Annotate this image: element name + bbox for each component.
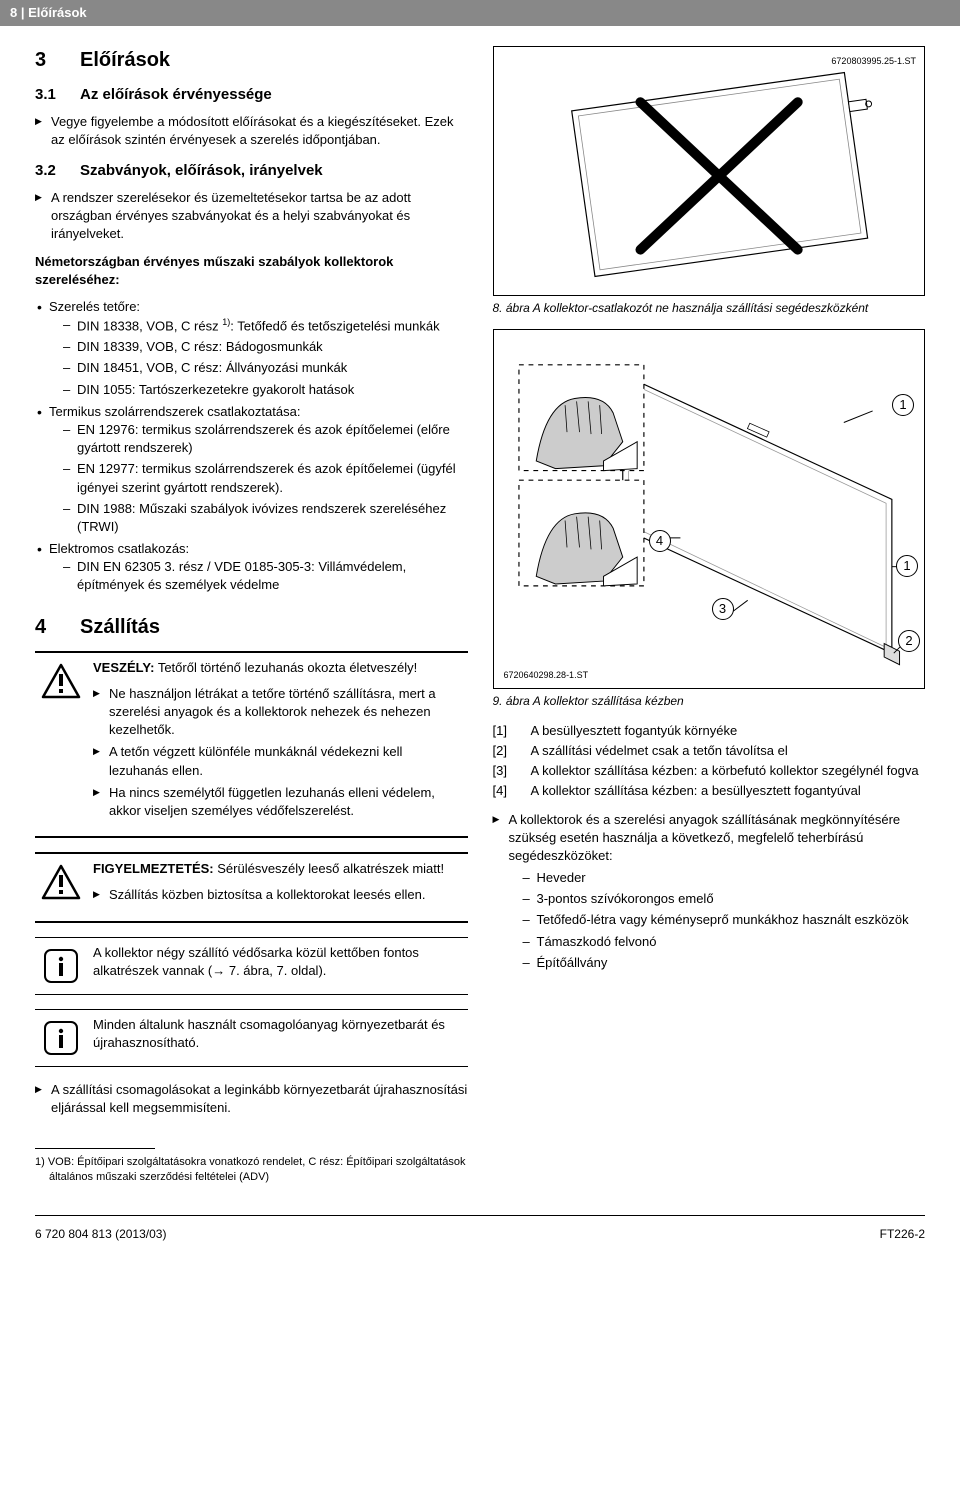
- breadcrumb: Előírások: [28, 5, 87, 20]
- warning-icon: [39, 659, 83, 831]
- figure-9: 1 1 2 3 4 6720640298.28-1.ST: [493, 329, 926, 689]
- footer-left: 6 720 804 813 (2013/03): [35, 1226, 166, 1243]
- sub2-bullets: A rendszer szerelésekor és üzemeltetések…: [35, 189, 468, 244]
- left-column: 3Előírások 3.1Az előírások érvényessége …: [35, 46, 468, 1205]
- footnote: 1) VOB: Építőipari szolgáltatásokra vona…: [35, 1155, 468, 1186]
- end-bullet: A szállítási csomagolásokat a leginkább …: [35, 1081, 468, 1117]
- info-icon: [39, 1016, 83, 1060]
- warning-icon: [39, 860, 83, 914]
- figure-9-legend: [1]A besüllyesztett fogantyúk környéke […: [493, 722, 926, 801]
- info-box-2: Minden általunk használt csomagolóanyag …: [35, 1009, 468, 1067]
- page-footer: 6 720 804 813 (2013/03) FT226-2: [35, 1215, 925, 1253]
- callout-3: 3: [712, 598, 734, 620]
- danger-box: VESZÉLY: Tetőről történő lezuhanás okozt…: [35, 651, 468, 839]
- figure-8-caption: 8. ábra A kollektor-csatlakozót ne haszn…: [493, 300, 926, 317]
- section-3-heading: 3Előírások: [35, 46, 468, 74]
- page-number: 8: [10, 5, 17, 20]
- right-column: 6720803995.25-1.ST 8. ábra A kollektor-c…: [493, 46, 926, 1205]
- fig9-after-bullet: A kollektorok és a szerelési anyagok szá…: [493, 811, 926, 973]
- callout-4: 4: [649, 530, 671, 552]
- sub1-bullets: Vegye figyelembe a módosított előírásoka…: [35, 113, 468, 149]
- figure-9-caption: 9. ábra A kollektor szállítása kézben: [493, 693, 926, 710]
- caution-box: FIGYELMEZTETÉS: Sérülésveszély leeső alk…: [35, 852, 468, 922]
- info-box-1: A kollektor négy szállító védősarka közü…: [35, 937, 468, 995]
- subsection-3-1: 3.1Az előírások érvényessége: [35, 84, 468, 105]
- figure-8-code: 6720803995.25-1.ST: [831, 55, 916, 68]
- page-header: 8 | Előírások: [0, 0, 960, 26]
- figure-8: 6720803995.25-1.ST: [493, 46, 926, 296]
- footer-right: FT226-2: [880, 1226, 925, 1243]
- subsection-3-2: 3.2Szabványok, előírások, irányelvek: [35, 160, 468, 181]
- standards-group-1: Szerelés tetőre: DIN 18338, VOB, C rész …: [35, 298, 468, 595]
- standards-heading: Németországban érvényes műszaki szabályo…: [35, 253, 468, 289]
- callout-2: 2: [898, 630, 920, 652]
- info-icon: [39, 944, 83, 988]
- section-4-heading: 4Szállítás: [35, 613, 468, 641]
- figure-9-code: 6720640298.28-1.ST: [504, 669, 589, 682]
- callout-1a: 1: [892, 394, 914, 416]
- callout-1b: 1: [896, 555, 918, 577]
